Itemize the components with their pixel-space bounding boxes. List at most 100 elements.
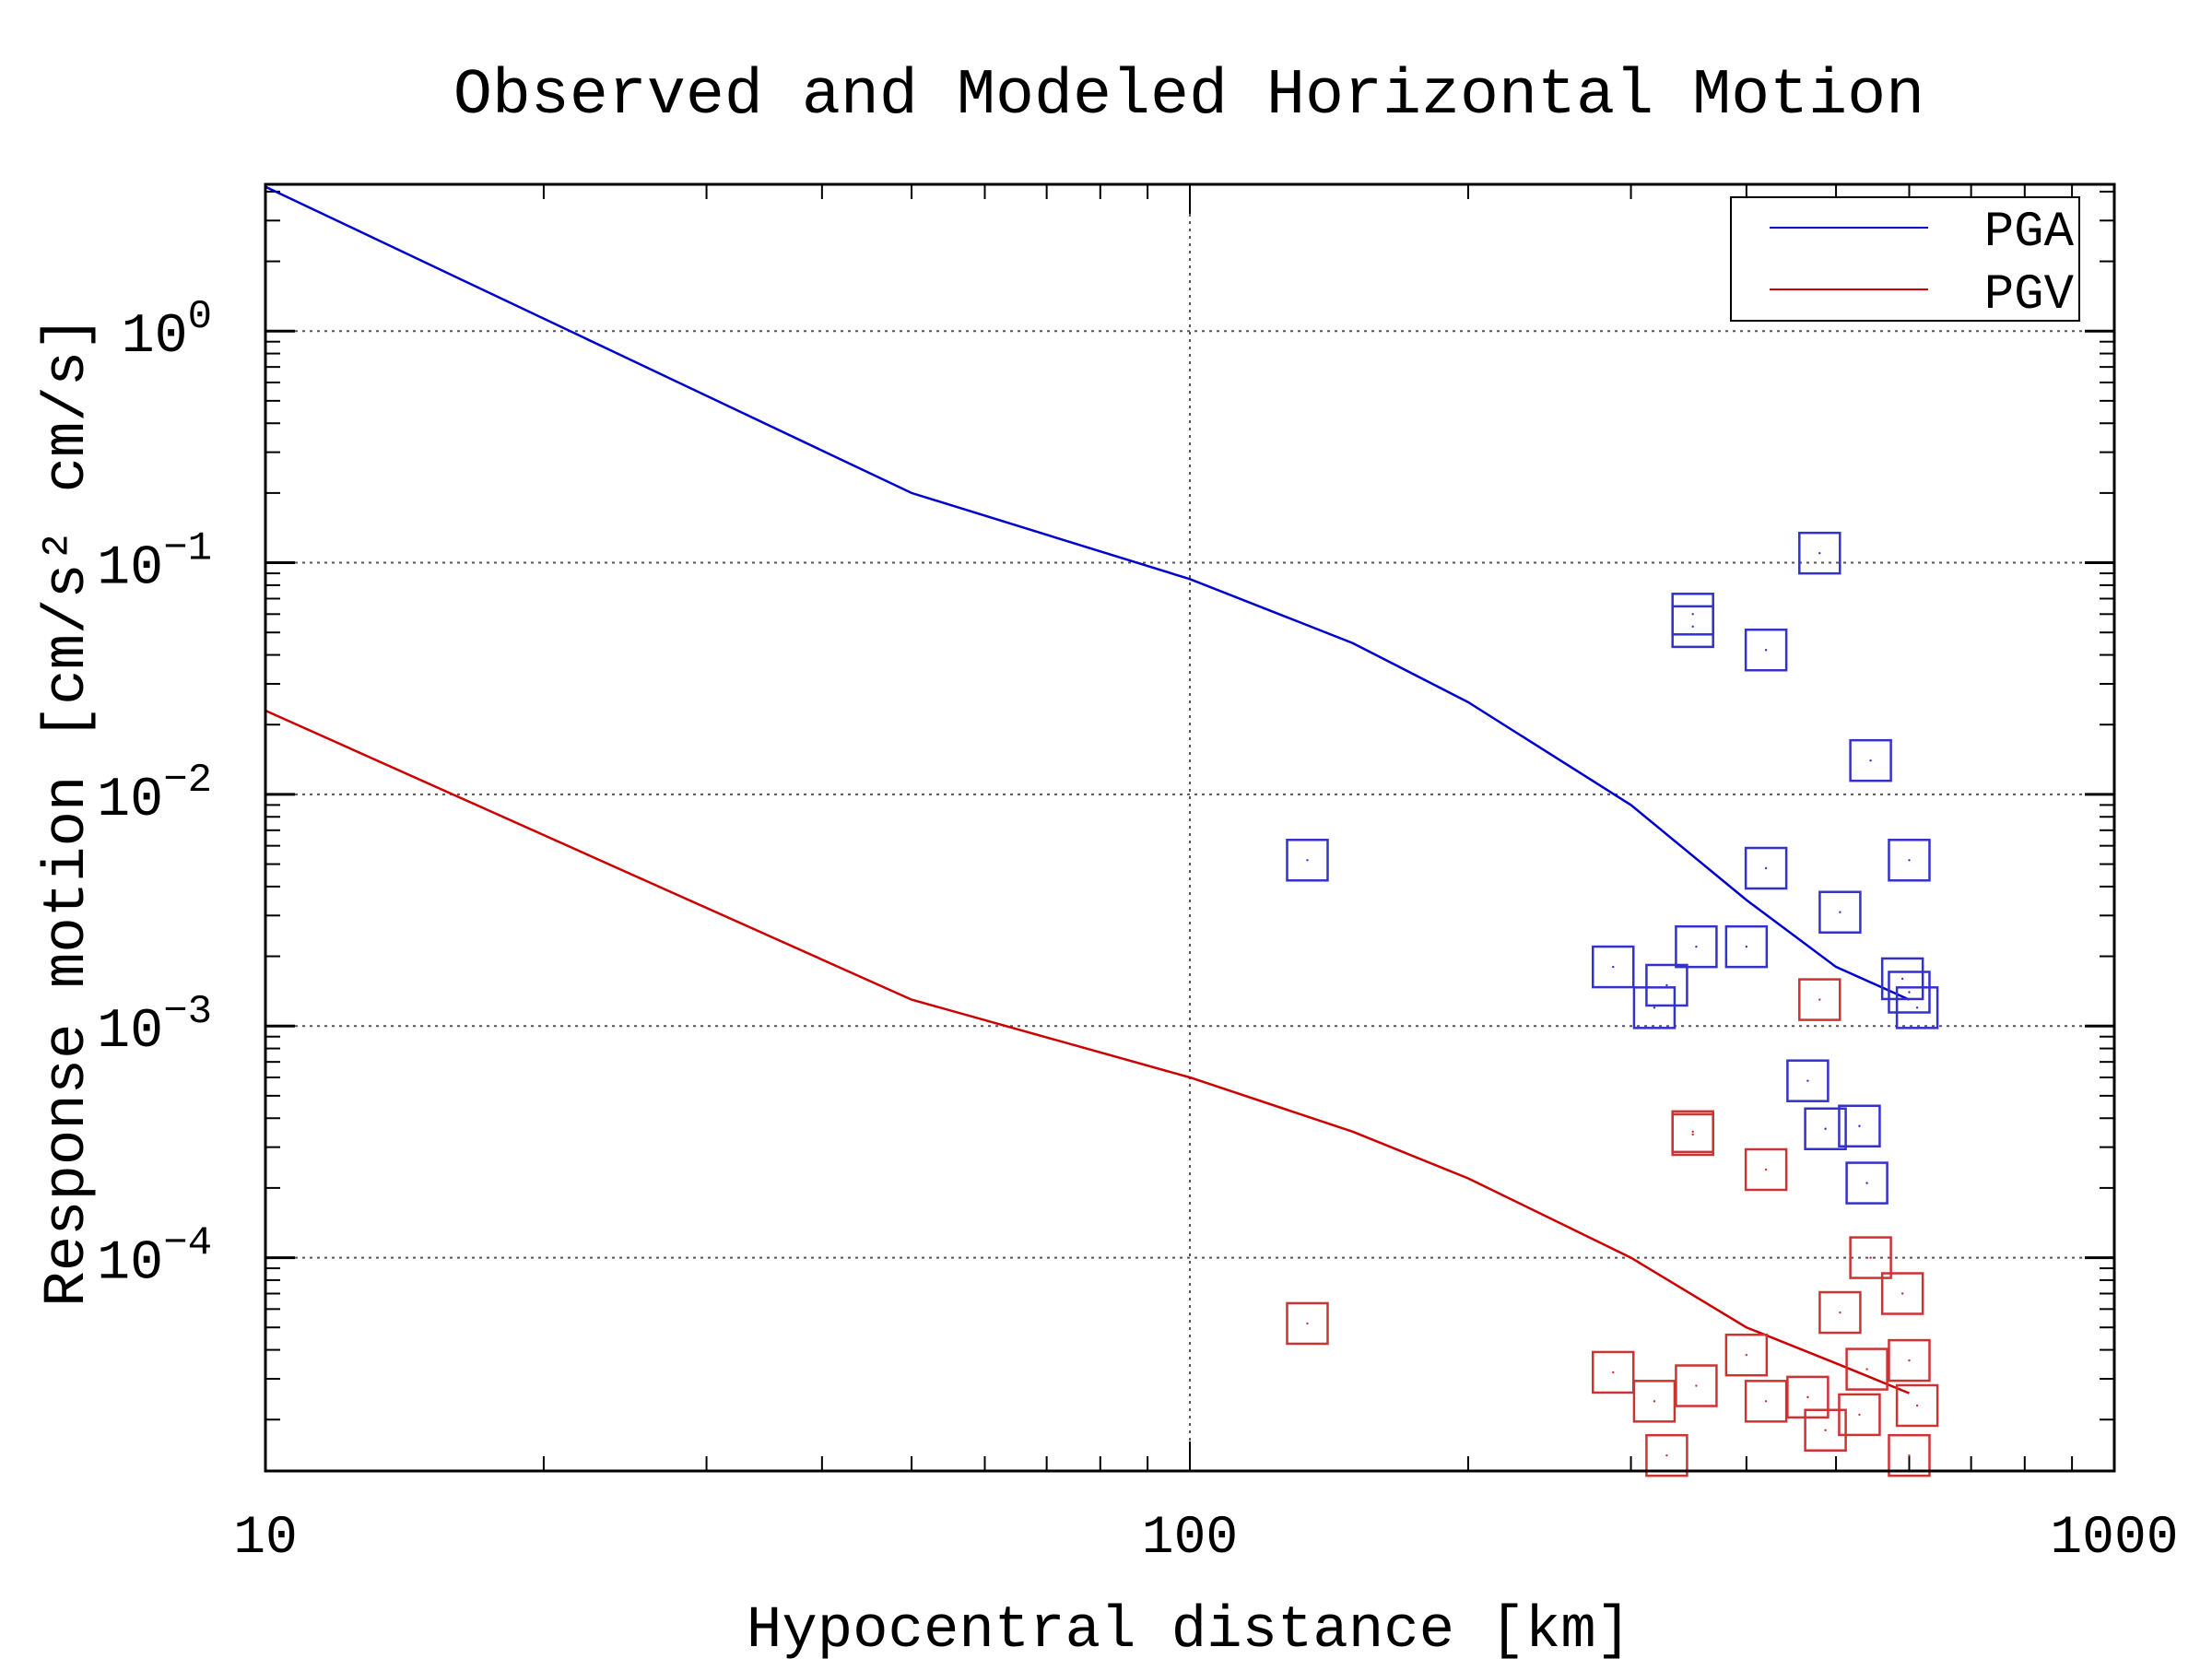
marker-center-dot bbox=[1824, 1127, 1827, 1130]
legend: PGA PGV bbox=[1730, 196, 2080, 324]
marker-center-dot bbox=[1691, 1133, 1694, 1136]
marker-center-dot bbox=[1858, 1413, 1861, 1417]
marker-center-dot bbox=[1858, 1124, 1861, 1127]
pgv-observed-marker bbox=[1888, 1338, 1931, 1382]
pgv-observed-marker bbox=[1880, 1272, 1924, 1315]
marker-center-dot bbox=[1824, 1429, 1827, 1431]
pga-observed-marker bbox=[1838, 1104, 1881, 1148]
marker-center-dot bbox=[1653, 1006, 1656, 1009]
y-tick-label: 100 bbox=[122, 294, 212, 369]
marker-center-dot bbox=[1839, 1311, 1841, 1314]
marker-center-dot bbox=[1745, 945, 1748, 948]
pgv-observed-marker bbox=[1744, 1380, 1788, 1423]
pga-observed-marker bbox=[1849, 738, 1892, 782]
marker-center-dot bbox=[1691, 625, 1694, 629]
pgv-observed-marker bbox=[1838, 1393, 1881, 1437]
pgv-observed-marker bbox=[1744, 1147, 1788, 1192]
pgv-observed-marker bbox=[1786, 1375, 1830, 1419]
x-tick-label: 1000 bbox=[2050, 1509, 2178, 1569]
marker-center-dot bbox=[1691, 613, 1694, 616]
pgv-observed-marker bbox=[1818, 1290, 1862, 1335]
marker-center-dot bbox=[1612, 1371, 1615, 1374]
pga-observed-marker bbox=[1798, 531, 1841, 575]
marker-center-dot bbox=[1695, 945, 1698, 948]
marker-center-dot bbox=[1764, 1400, 1768, 1403]
marker-center-dot bbox=[1306, 1322, 1309, 1325]
marker-center-dot bbox=[1908, 991, 1911, 994]
series-lines bbox=[265, 185, 1910, 1394]
marker-center-dot bbox=[1806, 1079, 1809, 1082]
pga-observed-marker bbox=[1645, 963, 1688, 1007]
y-tick-label: 10−4 bbox=[97, 1221, 212, 1296]
marker-center-dot bbox=[1865, 1368, 1868, 1371]
pgv-observed-marker bbox=[1671, 1112, 1714, 1157]
y-axis-label: Response motion [cm/s² cm/s] bbox=[35, 315, 101, 1306]
marker-center-dot bbox=[1306, 859, 1309, 862]
x-axis-label: Hypocentral distance [km] bbox=[747, 1598, 1631, 1659]
marker-center-dot bbox=[1869, 759, 1872, 762]
marker-center-dot bbox=[1691, 1130, 1694, 1134]
pga-observed-marker bbox=[1724, 924, 1769, 969]
x-tick-labels: 10 100 1000 bbox=[233, 1509, 2178, 1569]
pgv-observed-marker bbox=[1804, 1408, 1847, 1452]
pga-observed-marker bbox=[1786, 1059, 1830, 1102]
pgv-observed-marker bbox=[1724, 1333, 1769, 1377]
marker-center-dot bbox=[1695, 1384, 1698, 1387]
pga-observed-marker bbox=[1888, 839, 1931, 882]
marker-center-dot bbox=[1745, 1353, 1748, 1357]
series-line-pga bbox=[265, 185, 1910, 1001]
marker-center-dot bbox=[1764, 1168, 1768, 1171]
y-tick-labels: 100 10−1 10−2 10−3 10−4 bbox=[97, 294, 212, 1295]
pga-observed-marker bbox=[1895, 986, 1939, 1030]
marker-center-dot bbox=[1915, 1006, 1919, 1009]
pga-observed-marker bbox=[1675, 924, 1718, 969]
pgv-observed-marker bbox=[1592, 1350, 1635, 1394]
marker-center-dot bbox=[1865, 1182, 1868, 1184]
x-tick-label: 100 bbox=[1142, 1509, 1238, 1569]
marker-center-dot bbox=[1665, 1453, 1668, 1457]
pga-observed-marker bbox=[1671, 605, 1714, 649]
pga-observed-marker bbox=[1818, 890, 1862, 934]
pgv-observed-marker bbox=[1286, 1301, 1329, 1346]
marker-center-dot bbox=[1915, 1404, 1919, 1407]
marker-center-dot bbox=[1818, 551, 1821, 555]
legend-pga-label: PGA bbox=[1984, 205, 2075, 261]
marker-center-dot bbox=[1908, 1453, 1911, 1457]
x-tick-label: 10 bbox=[233, 1509, 298, 1569]
pga-observed-marker bbox=[1592, 945, 1635, 989]
marker-center-dot bbox=[1818, 998, 1821, 1001]
pga-observed-marker bbox=[1286, 839, 1329, 882]
pga-observed-marker bbox=[1880, 957, 1924, 1001]
pga-observed-marker bbox=[1632, 986, 1677, 1030]
pga-observed-marker bbox=[1804, 1107, 1847, 1150]
chart-title: Observed and Modeled Horizontal Motion bbox=[453, 60, 1924, 133]
pgv-observed-marker bbox=[1645, 1433, 1688, 1477]
marker-center-dot bbox=[1612, 965, 1615, 969]
y-tick-label: 10−2 bbox=[97, 758, 212, 832]
pgv-observed-marker bbox=[1849, 1236, 1892, 1279]
pgv-observed-marker bbox=[1895, 1383, 1939, 1428]
observed-markers bbox=[1286, 531, 1939, 1477]
pga-observed-marker bbox=[1888, 971, 1931, 1014]
marker-center-dot bbox=[1653, 1400, 1656, 1403]
marker-center-dot bbox=[1764, 866, 1768, 870]
legend-pgv-label: PGV bbox=[1984, 267, 2075, 324]
y-tick-label: 10−3 bbox=[97, 989, 212, 1064]
pga-observed-marker bbox=[1744, 846, 1788, 890]
legend-box bbox=[1730, 196, 2080, 322]
y-tick-label: 10−1 bbox=[97, 526, 212, 601]
series-line-pgv bbox=[265, 709, 1910, 1394]
marker-center-dot bbox=[1764, 649, 1768, 652]
marker-center-dot bbox=[1900, 1292, 1904, 1295]
grid-lines bbox=[265, 184, 2114, 1471]
plot-frame bbox=[264, 182, 2116, 1473]
pgv-observed-marker bbox=[1632, 1380, 1677, 1423]
pgv-observed-marker bbox=[1845, 1347, 1888, 1391]
marker-center-dot bbox=[1665, 983, 1668, 987]
pgv-observed-marker bbox=[1798, 978, 1841, 1021]
marker-center-dot bbox=[1900, 977, 1904, 981]
pga-observed-marker bbox=[1845, 1161, 1888, 1205]
marker-center-dot bbox=[1908, 1359, 1911, 1362]
marker-center-dot bbox=[1806, 1395, 1809, 1399]
